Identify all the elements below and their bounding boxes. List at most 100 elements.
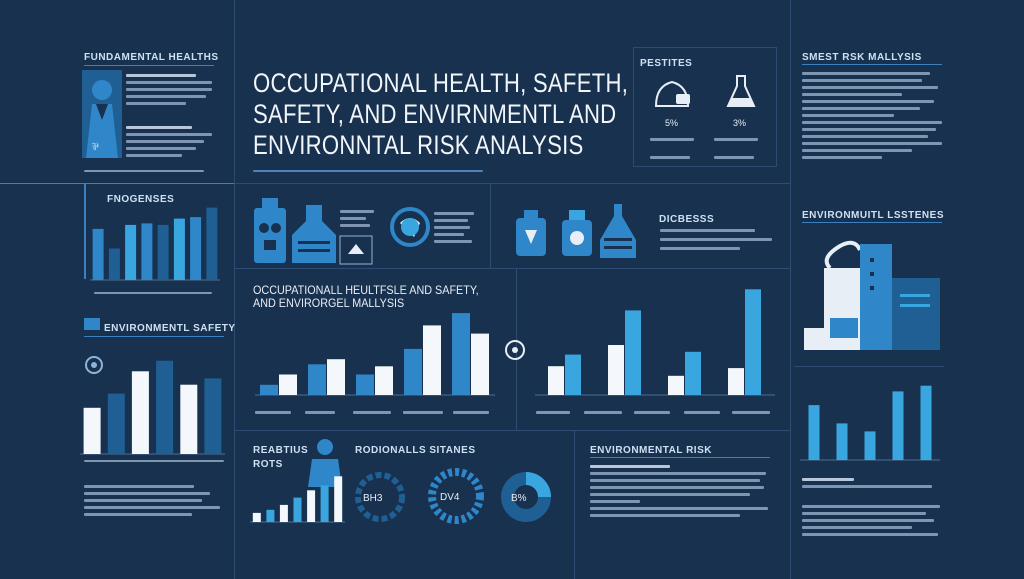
fnogenses-bar-chart [90, 207, 220, 281]
pestites-header: PESTITES [640, 58, 693, 69]
text-placeholder [84, 170, 214, 176]
env-risk-header: ENVIRONMENTAL RISK [590, 445, 712, 456]
text-placeholder [802, 478, 942, 492]
header-underline [84, 336, 224, 337]
header-underline [802, 64, 942, 65]
bar-2-2 [327, 359, 345, 395]
bar-1-3 [131, 371, 149, 454]
text-placeholder [650, 132, 760, 168]
bar-1-3 [356, 374, 374, 395]
bar-1-2 [308, 364, 326, 395]
bar-1-1 [548, 366, 564, 395]
text-placeholder [802, 72, 942, 163]
ohs-title-line2: AND ENVIRORGEL MALLYSIS [253, 296, 405, 310]
bar-2-1 [565, 354, 581, 395]
dicbesss-header: DICBESSS [659, 214, 715, 225]
bar-1-6 [204, 378, 222, 454]
bar-2-5 [471, 333, 489, 395]
reabtius-header: REABTIUS [253, 445, 309, 456]
ohs-title-line1: OCCUPATIONALL HEULTFSLE AND SAFETY, [253, 283, 479, 297]
svg-text:⅌: ⅌ [92, 142, 99, 153]
text-placeholder [536, 405, 776, 423]
bar-1-8 [206, 207, 218, 280]
bar-1-2 [836, 423, 848, 460]
text-placeholder [126, 74, 212, 109]
text-placeholder [434, 212, 474, 247]
flask-icon [600, 204, 636, 258]
section-divider [490, 183, 491, 268]
accent-line [84, 184, 86, 279]
gauge-chart-1: BH3 [355, 472, 405, 522]
risk-grouped-bar-chart [535, 289, 775, 396]
bar-1-2 [108, 248, 120, 280]
column-divider [234, 0, 235, 579]
bar-1-2 [608, 345, 624, 395]
bar-1-1 [83, 407, 101, 454]
text-placeholder [253, 170, 483, 176]
fundamental-health-header: FUNDAMENTAL HEALTHS [84, 52, 219, 63]
industrial-city-icon [804, 240, 940, 350]
header-underline [590, 457, 770, 458]
flask-icon [726, 75, 756, 107]
rots-header: ROTS [253, 459, 283, 470]
main-title: OCCUPATIONAL HEALTH, SAFETH, SAFETY, AND… [253, 68, 629, 160]
map-icon [339, 235, 373, 265]
bar-1-5 [307, 490, 316, 522]
svg-text:BH3: BH3 [363, 493, 383, 504]
factory-icon [292, 205, 336, 263]
bar-1-4 [156, 360, 174, 454]
env-safety-bar-chart [80, 360, 225, 455]
hazard-canister-icon [516, 210, 546, 256]
gauge-chart-3: B% [501, 472, 551, 522]
row-divider [0, 183, 234, 184]
bar-1-1 [260, 384, 278, 395]
text-placeholder [340, 210, 374, 231]
gas-mask-icon [654, 80, 690, 107]
text-placeholder [84, 485, 220, 520]
bar-1-3 [864, 431, 876, 460]
text-placeholder [660, 229, 775, 254]
text-placeholder [84, 460, 224, 466]
bar-1-1 [92, 228, 104, 280]
env-systems-bar-chart [800, 385, 940, 461]
bar-2-3 [685, 351, 701, 395]
bar-1-4 [728, 368, 744, 395]
env-safety-header: ENVIRONMENTL SAFETY [104, 323, 236, 334]
bar-1-5 [157, 224, 169, 280]
bar-2-2 [625, 310, 641, 395]
gas-mask-icon [254, 198, 286, 263]
text-placeholder [255, 405, 495, 423]
text-placeholder [802, 505, 942, 540]
bar-1-1 [252, 512, 261, 522]
row-divider [234, 183, 790, 184]
pestites-value-1: 5% [665, 118, 679, 128]
column-divider [790, 0, 791, 579]
text-placeholder [590, 465, 770, 521]
molecule-icon [505, 340, 525, 360]
header-underline [802, 222, 942, 223]
row-divider [234, 430, 790, 431]
bar-1-3 [125, 224, 137, 280]
gear-icon [85, 356, 103, 374]
bar-1-1 [808, 405, 820, 460]
bar-1-6 [173, 218, 185, 280]
globe-recycle-icon [390, 207, 430, 247]
ohs-grouped-bar-chart [255, 313, 495, 396]
bar-2-3 [375, 366, 393, 395]
svg-text:DV4: DV4 [440, 492, 460, 503]
bar-1-4 [141, 223, 153, 280]
bar-2-4 [745, 289, 761, 395]
row-divider [234, 268, 790, 269]
header-underline [84, 65, 214, 66]
bar-1-2 [107, 393, 125, 454]
bar-2-4 [423, 325, 441, 395]
bar-1-4 [892, 391, 904, 460]
bar-2-1 [279, 374, 297, 395]
fnogenses-header: FNOGENSES [107, 194, 175, 205]
bar-1-7 [190, 217, 202, 280]
rodionals-header: RODIONALLS SITANES [355, 445, 476, 456]
text-placeholder [94, 292, 214, 298]
pestites-value-2: 3% [733, 118, 747, 128]
bar-1-5 [180, 384, 198, 454]
